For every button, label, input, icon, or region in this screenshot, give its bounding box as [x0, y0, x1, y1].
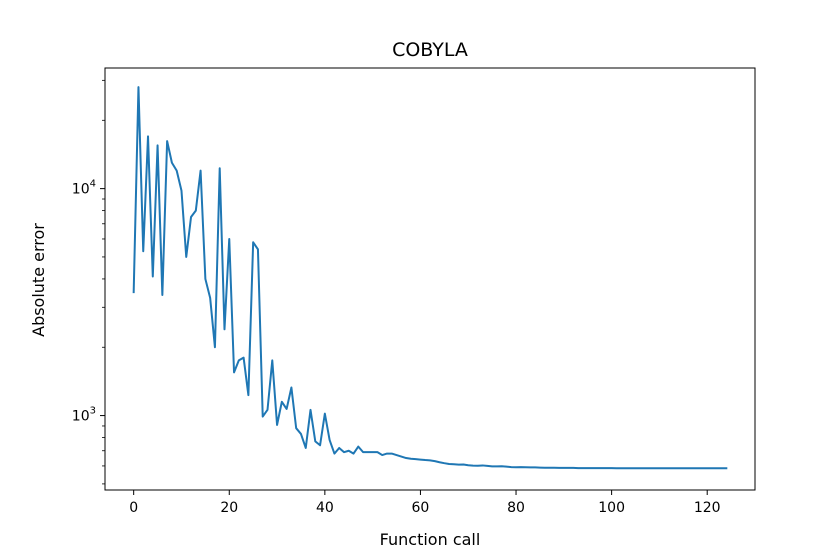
- plot-area: [132, 86, 728, 470]
- chart-title: COBYLA: [392, 39, 468, 61]
- x-tick-label: 0: [129, 500, 138, 516]
- x-axis-label: Function call: [380, 530, 481, 549]
- x-tick-label: 120: [694, 500, 721, 516]
- y-tick-label: 103: [72, 406, 96, 425]
- series-line-0: [132, 86, 728, 470]
- x-tick-label: 100: [598, 500, 625, 516]
- x-tick-label: 40: [316, 500, 334, 516]
- axes: 0 20 40 60 80 100 120 103 104: [72, 67, 756, 516]
- x-tick-label: 60: [412, 500, 430, 516]
- y-axis-label: Absolute error: [29, 223, 48, 337]
- y-tick-label: 104: [72, 179, 96, 198]
- x-tick-label: 80: [507, 500, 525, 516]
- x-tick-label: 20: [220, 500, 238, 516]
